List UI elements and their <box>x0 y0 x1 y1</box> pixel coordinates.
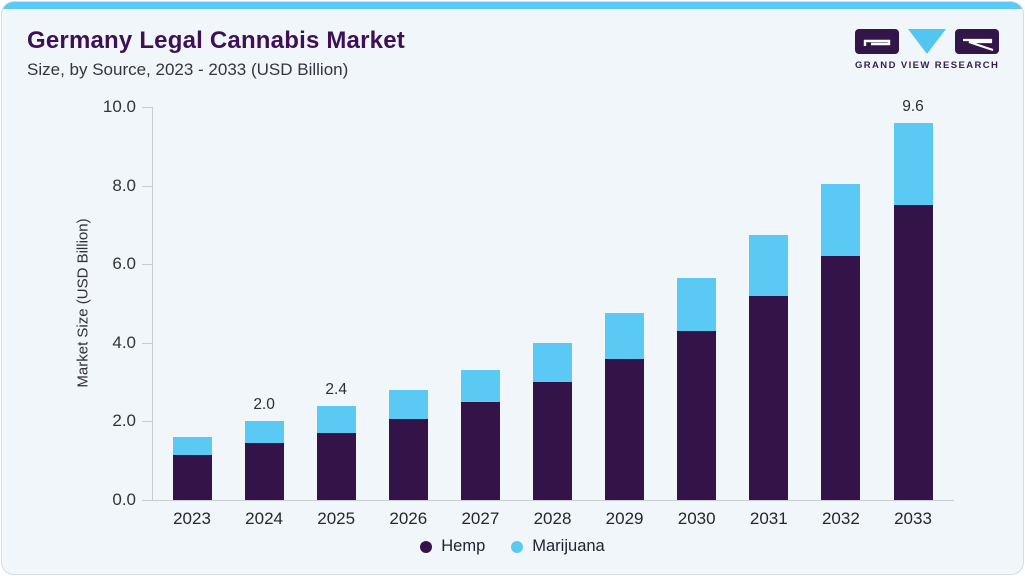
logo-shapes <box>855 29 999 54</box>
x-tick-label-2030: 2030 <box>677 509 716 528</box>
bar-segment-marijuana-2032 <box>821 183 861 257</box>
bar-segment-marijuana-2033 <box>893 122 933 206</box>
hemp-legend-dot-icon <box>420 540 433 553</box>
y-tick-label-8.0: 8.0 <box>112 175 136 195</box>
x-tick-label-2023: 2023 <box>173 509 211 528</box>
chart-header: Germany Legal Cannabis Market Size, by S… <box>27 27 405 80</box>
x-tick-label-2024: 2024 <box>245 509 283 528</box>
legend-item-hemp: Hemp <box>420 537 485 556</box>
y-tick-label-10.0: 10.0 <box>102 97 136 116</box>
x-tick-label-2026: 2026 <box>389 509 428 528</box>
bar-segment-hemp-2026 <box>388 419 428 500</box>
bar-segment-marijuana-2023 <box>172 437 212 455</box>
bar-segment-marijuana-2028 <box>533 342 572 383</box>
logo-v-icon <box>908 29 946 54</box>
logo-r-icon <box>955 29 999 54</box>
logo-g-icon <box>855 29 899 54</box>
y-axis-line <box>152 107 153 501</box>
bar-segment-marijuana-2029 <box>605 313 645 359</box>
y-tick-0.0 <box>142 500 152 501</box>
x-tick-label-2029: 2029 <box>605 509 644 528</box>
bar-segment-marijuana-2030 <box>677 277 717 331</box>
x-tick-label-2028: 2028 <box>533 509 572 528</box>
y-tick-2.0 <box>142 421 152 423</box>
bar-segment-marijuana-2026 <box>388 389 428 420</box>
chart-legend: Hemp Marijuana <box>2 537 1023 556</box>
y-tick-6.0 <box>142 264 152 266</box>
y-axis-title: Market Size (USD Billion) <box>74 218 92 388</box>
bar-segment-hemp-2028 <box>533 382 572 500</box>
x-tick-label-2025: 2025 <box>317 509 356 528</box>
x-tick-label-2033: 2033 <box>894 509 932 528</box>
bar-segment-hemp-2030 <box>677 331 717 500</box>
bar-segment-marijuana-2024 <box>244 421 284 443</box>
legend-label-hemp: Hemp <box>441 537 486 555</box>
legend-item-marijuana: Marijuana <box>511 537 605 556</box>
bar-segment-hemp-2033 <box>893 205 933 500</box>
bar-segment-hemp-2032 <box>821 256 861 500</box>
x-tick-label-2031: 2031 <box>749 509 788 528</box>
bar-total-label-2025: 2.4 <box>325 380 347 398</box>
grand-view-research-logo: GRAND VIEW RESEARCH <box>855 29 999 71</box>
y-tick-label-0.0: 0.0 <box>112 490 136 509</box>
y-tick-label-6.0: 6.0 <box>112 254 136 274</box>
bar-segment-marijuana-2027 <box>460 370 500 402</box>
bar-segment-marijuana-2031 <box>749 234 789 296</box>
x-tick-label-2027: 2027 <box>461 509 500 528</box>
bar-segment-hemp-2023 <box>172 454 212 500</box>
bar-segment-hemp-2024 <box>244 443 284 500</box>
page-subtitle: Size, by Source, 2023 - 2033 (USD Billio… <box>27 60 349 79</box>
legend-label-marijuana: Marijuana <box>532 537 605 555</box>
page-title: Germany Legal Cannabis Market <box>27 27 405 54</box>
logo-brand-text: GRAND VIEW RESEARCH <box>855 60 1000 71</box>
y-tick-4.0 <box>142 342 152 344</box>
y-tick-label-2.0: 2.0 <box>112 411 136 431</box>
x-tick-label-2032: 2032 <box>821 509 860 528</box>
bar-segment-marijuana-2025 <box>316 405 356 434</box>
bar-segment-hemp-2031 <box>749 295 789 500</box>
y-tick-label-4.0: 4.0 <box>112 332 136 352</box>
y-tick-10.0 <box>142 107 152 108</box>
bar-total-label-2024: 2.0 <box>253 396 275 414</box>
bar-segment-hemp-2029 <box>605 358 645 500</box>
y-tick-8.0 <box>142 185 152 187</box>
marijuana-legend-dot-icon <box>511 540 524 553</box>
bar-total-label-2033: 9.6 <box>902 97 924 115</box>
top-accent-bar <box>2 2 1023 9</box>
bar-segment-hemp-2027 <box>460 401 500 500</box>
x-axis-line <box>152 500 954 501</box>
bar-segment-hemp-2025 <box>316 433 356 500</box>
